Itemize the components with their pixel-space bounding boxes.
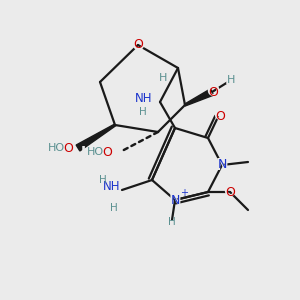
Text: H: H: [137, 106, 148, 118]
Text: O: O: [102, 146, 112, 158]
Text: H: H: [227, 75, 235, 85]
Text: O: O: [133, 38, 143, 52]
Text: O: O: [206, 85, 220, 100]
Text: O: O: [225, 185, 235, 199]
Text: N: N: [170, 194, 180, 206]
Text: HO: HO: [48, 143, 65, 153]
Text: N: N: [216, 158, 228, 172]
Text: O: O: [99, 145, 112, 160]
Text: O: O: [224, 184, 236, 200]
Text: HO: HO: [80, 145, 104, 159]
Text: O: O: [63, 142, 73, 154]
Text: NH: NH: [95, 179, 120, 194]
Text: O: O: [60, 140, 73, 155]
Text: H: H: [110, 203, 118, 213]
Text: NH: NH: [128, 92, 152, 106]
Text: H: H: [108, 202, 120, 214]
Text: +: +: [180, 188, 188, 198]
Text: H: H: [157, 71, 169, 85]
Text: H: H: [99, 175, 107, 185]
Text: HO: HO: [41, 141, 65, 155]
Text: N: N: [217, 158, 227, 172]
Polygon shape: [184, 89, 214, 106]
Text: O: O: [215, 110, 225, 122]
Text: N: N: [169, 193, 182, 208]
Text: H: H: [159, 73, 167, 83]
Text: HO: HO: [87, 147, 104, 157]
Text: H: H: [168, 217, 176, 227]
Text: H: H: [225, 73, 237, 87]
Text: NH: NH: [134, 92, 152, 106]
Polygon shape: [76, 124, 116, 151]
Text: H: H: [139, 107, 147, 117]
Text: O: O: [214, 109, 226, 124]
Text: O: O: [208, 85, 218, 98]
Text: O: O: [131, 38, 145, 52]
Text: H: H: [98, 173, 109, 187]
Text: NH: NH: [103, 181, 120, 194]
Text: H: H: [167, 215, 178, 229]
